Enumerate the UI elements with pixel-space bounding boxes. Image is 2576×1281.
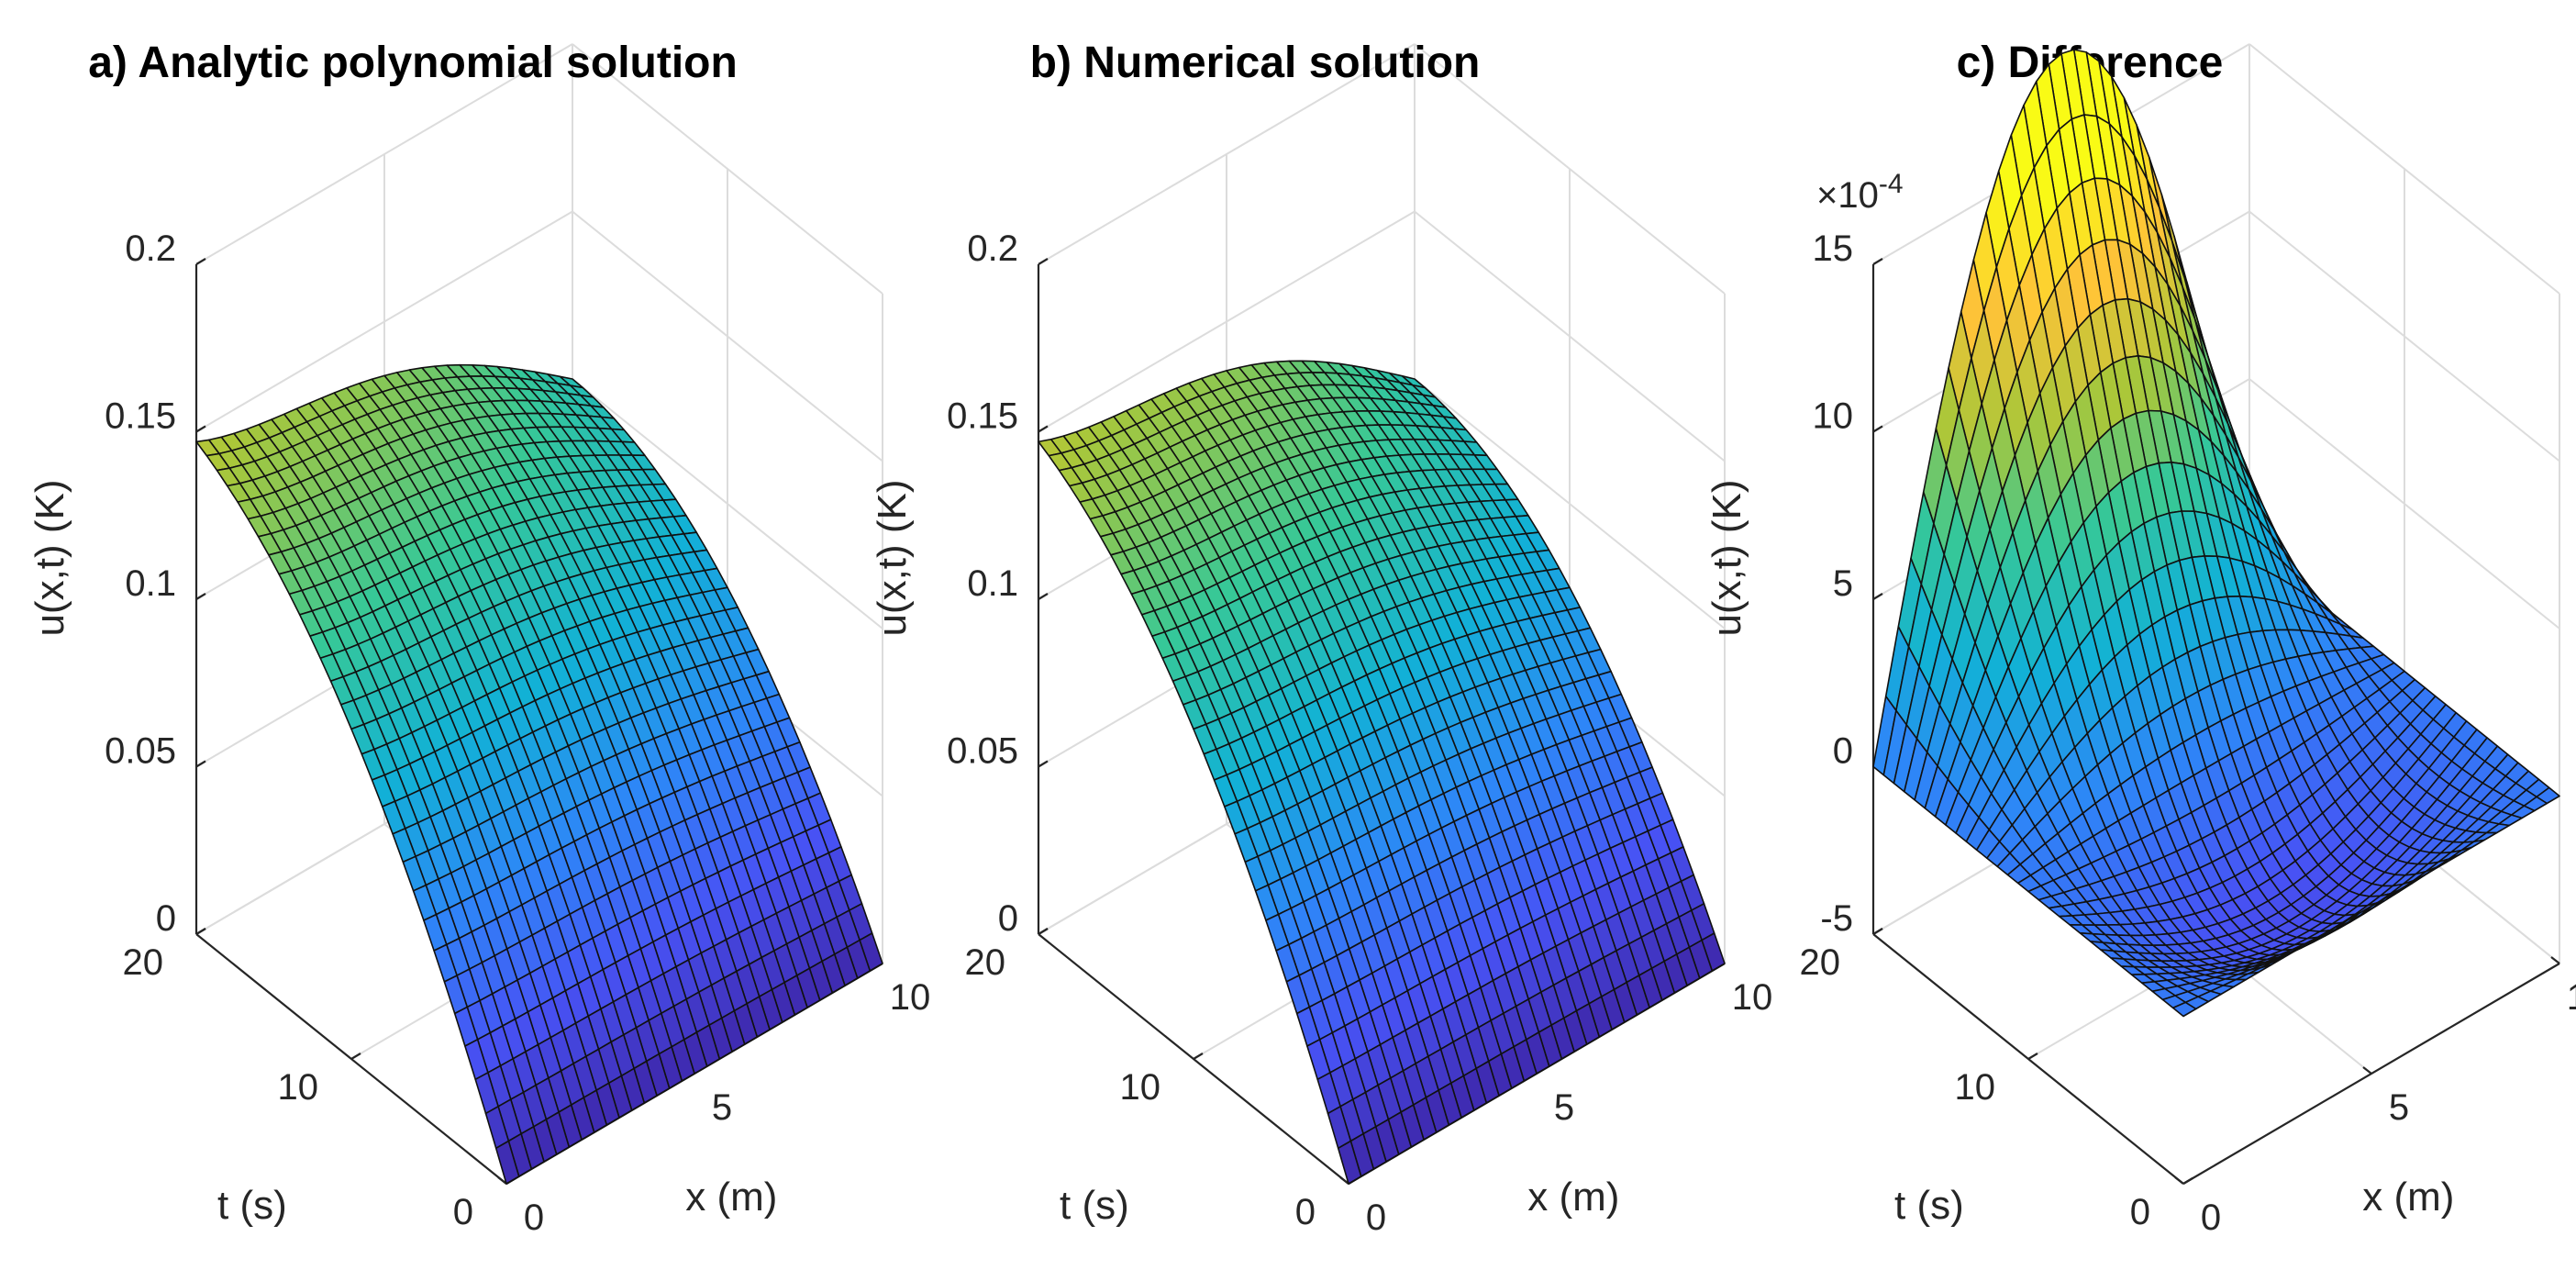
z-tick-label: 0.05 bbox=[947, 731, 1018, 772]
x-axis-label: x (m) bbox=[2362, 1175, 2454, 1220]
y-tick-mark bbox=[350, 1053, 361, 1060]
z-tick-mark bbox=[1872, 928, 1883, 935]
z-scale-exponent: -4 bbox=[1879, 169, 1904, 199]
x-tick-label: 5 bbox=[1554, 1087, 1574, 1128]
z-tick-label: 0.15 bbox=[105, 396, 176, 437]
x-tick-mark bbox=[2550, 956, 2560, 964]
z-tick-label: 10 bbox=[1813, 396, 1854, 437]
z-tick-mark bbox=[1872, 258, 1883, 265]
z-axis-label: u(x,t) (K) bbox=[870, 479, 915, 636]
z-axis-label: u(x,t) (K) bbox=[1704, 479, 1749, 636]
x-tick-mark bbox=[497, 1176, 507, 1185]
z-tick-label: 0.1 bbox=[125, 563, 176, 604]
z-tick-mark bbox=[1872, 593, 1883, 600]
y-axis-label: t (s) bbox=[1894, 1183, 1964, 1228]
z-axis-label: u(x,t) (K) bbox=[28, 479, 72, 636]
x-tick-label: 5 bbox=[712, 1087, 732, 1128]
surface-patch bbox=[494, 1140, 520, 1185]
y-tick-label: 20 bbox=[1800, 942, 1841, 983]
z-tick-mark bbox=[1872, 425, 1883, 433]
z-tick-label: 0.2 bbox=[125, 228, 176, 269]
chart-2-axes: 0 5 10 0 10 20-5 0 5 10 15 bbox=[1800, 228, 2576, 1238]
z-tick-label: -5 bbox=[1820, 898, 1853, 939]
y-tick-label: 10 bbox=[278, 1067, 319, 1108]
y-tick-label: 20 bbox=[965, 942, 1006, 983]
z-tick-label: 0 bbox=[998, 898, 1018, 939]
y-tick-label: 0 bbox=[453, 1192, 473, 1232]
z-tick-mark bbox=[1038, 760, 1049, 768]
z-tick-mark bbox=[1038, 928, 1049, 935]
chart-1-surface bbox=[1038, 360, 1726, 1185]
y-tick-label: 10 bbox=[1120, 1067, 1161, 1108]
z-tick-label: 0.1 bbox=[967, 563, 1018, 604]
y-axis-label: t (s) bbox=[217, 1183, 287, 1228]
chart-0-surface bbox=[195, 363, 883, 1185]
x-tick-mark bbox=[1339, 1176, 1349, 1185]
z-tick-label: 0.15 bbox=[947, 396, 1018, 437]
x-tick-label: 0 bbox=[2201, 1197, 2221, 1238]
x-tick-label: 5 bbox=[2389, 1087, 2409, 1128]
chart-2: 0 5 10 0 10 20-5 0 5 10 15 x (m) t (s) u(x,t) (K) ×10… bbox=[1704, 39, 2576, 1238]
z-scale-label: ×10-4 bbox=[1816, 169, 1904, 216]
x-axis-label: x (m) bbox=[685, 1175, 777, 1220]
surface-patch bbox=[1337, 1140, 1362, 1185]
z-tick-mark bbox=[1038, 425, 1049, 433]
y-tick-label: 20 bbox=[123, 942, 164, 983]
z-tick-mark bbox=[195, 760, 206, 768]
z-scale-base: ×10 bbox=[1816, 175, 1879, 216]
z-tick-label: 0.2 bbox=[967, 228, 1018, 269]
x-tick-label: 10 bbox=[890, 977, 931, 1018]
x-tick-mark bbox=[2174, 1176, 2184, 1185]
z-tick-mark bbox=[195, 258, 206, 265]
y-tick-mark bbox=[2027, 1053, 2038, 1060]
surface-patch bbox=[2171, 1001, 2197, 1018]
x-tick-label: 0 bbox=[1366, 1197, 1386, 1238]
z-tick-mark bbox=[195, 928, 206, 935]
z-tick-mark bbox=[1038, 258, 1049, 265]
x-tick-label: 0 bbox=[524, 1197, 544, 1238]
y-tick-label: 0 bbox=[2130, 1192, 2150, 1232]
z-tick-mark bbox=[195, 593, 206, 600]
x-axis-label: x (m) bbox=[1527, 1175, 1619, 1220]
z-tick-mark bbox=[1038, 593, 1049, 600]
x-tick-mark bbox=[2362, 1066, 2372, 1075]
z-tick-label: 0 bbox=[1833, 731, 1853, 772]
x-tick-label: 10 bbox=[1732, 977, 1773, 1018]
y-tick-label: 0 bbox=[1295, 1192, 1316, 1232]
z-tick-label: 5 bbox=[1833, 563, 1853, 604]
y-tick-mark bbox=[2182, 1177, 2193, 1185]
chart-2-surface bbox=[1872, 49, 2560, 1018]
chart-title: a) Analytic polynomial solution bbox=[88, 39, 738, 87]
z-tick-label: 0.05 bbox=[105, 731, 176, 772]
x-tick-label: 10 bbox=[2567, 977, 2576, 1018]
y-tick-mark bbox=[1193, 1053, 1204, 1060]
z-tick-mark bbox=[195, 425, 206, 433]
z-tick-label: 0 bbox=[156, 898, 176, 939]
z-tick-label: 15 bbox=[1813, 228, 1854, 269]
y-tick-label: 10 bbox=[1955, 1067, 1996, 1108]
y-axis-label: t (s) bbox=[1060, 1183, 1129, 1228]
chart-title: b) Numerical solution bbox=[1030, 39, 1481, 87]
